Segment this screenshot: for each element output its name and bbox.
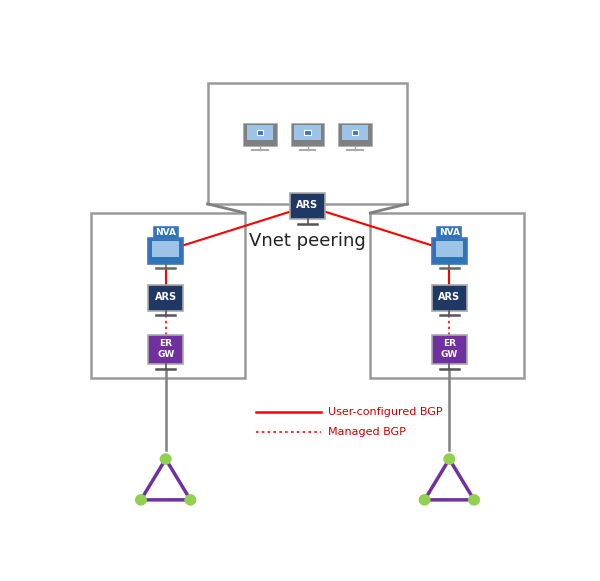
Text: Vnet peering: Vnet peering — [249, 232, 366, 250]
FancyBboxPatch shape — [291, 123, 324, 146]
Circle shape — [419, 494, 431, 505]
FancyBboxPatch shape — [304, 130, 311, 135]
FancyBboxPatch shape — [148, 335, 184, 364]
FancyBboxPatch shape — [257, 130, 263, 135]
FancyBboxPatch shape — [152, 241, 179, 257]
Circle shape — [160, 453, 172, 465]
FancyBboxPatch shape — [431, 238, 467, 264]
FancyBboxPatch shape — [290, 193, 325, 219]
FancyBboxPatch shape — [352, 130, 358, 135]
Text: ARS: ARS — [438, 292, 460, 302]
FancyBboxPatch shape — [148, 285, 184, 311]
FancyBboxPatch shape — [243, 123, 277, 146]
FancyBboxPatch shape — [294, 125, 321, 140]
Text: ER
GW: ER GW — [157, 339, 175, 360]
Text: ARS: ARS — [296, 200, 319, 210]
FancyBboxPatch shape — [436, 241, 463, 257]
FancyBboxPatch shape — [91, 213, 245, 378]
FancyBboxPatch shape — [148, 238, 184, 264]
FancyBboxPatch shape — [208, 83, 407, 204]
Circle shape — [184, 494, 196, 505]
FancyBboxPatch shape — [247, 125, 274, 140]
FancyBboxPatch shape — [338, 123, 372, 146]
Text: Managed BGP: Managed BGP — [328, 427, 406, 437]
Text: NVA: NVA — [439, 228, 460, 237]
FancyBboxPatch shape — [431, 285, 467, 311]
Circle shape — [135, 494, 147, 505]
FancyBboxPatch shape — [341, 125, 368, 140]
Text: NVA: NVA — [155, 228, 176, 237]
Circle shape — [468, 494, 480, 505]
FancyBboxPatch shape — [431, 335, 467, 364]
Text: User-configured BGP: User-configured BGP — [328, 407, 443, 417]
Text: ER
GW: ER GW — [441, 339, 458, 360]
Text: ARS: ARS — [155, 292, 177, 302]
Circle shape — [443, 453, 455, 465]
FancyBboxPatch shape — [370, 213, 524, 378]
